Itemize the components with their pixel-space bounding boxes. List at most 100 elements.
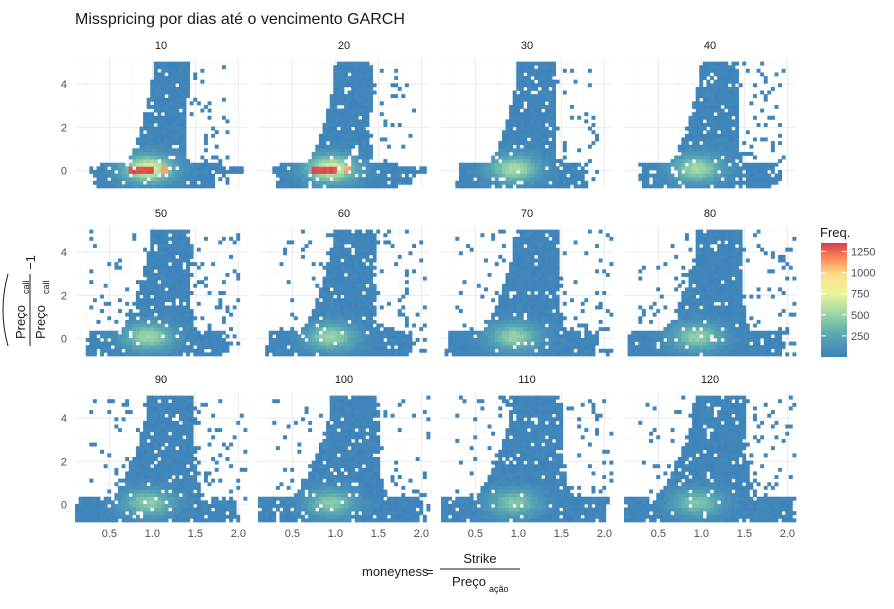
heat-bin bbox=[534, 327, 538, 331]
heat-bin bbox=[516, 305, 520, 309]
heat-bin bbox=[89, 269, 93, 273]
heat-bin bbox=[333, 298, 337, 302]
heat-bin bbox=[143, 184, 147, 188]
heat-bin bbox=[477, 177, 481, 181]
heat-bin bbox=[559, 159, 563, 163]
heat-bin bbox=[161, 65, 165, 69]
heat-bin bbox=[168, 352, 172, 356]
heat-bin bbox=[498, 331, 502, 335]
heat-bin bbox=[172, 255, 176, 259]
heat-bin bbox=[484, 331, 488, 335]
heat-bin bbox=[100, 352, 104, 356]
heat-bin bbox=[534, 334, 538, 338]
heat-bin bbox=[706, 345, 710, 349]
heat-bin bbox=[179, 320, 183, 324]
heat-bin bbox=[337, 237, 341, 241]
heat-bin bbox=[595, 334, 599, 338]
heat-bin bbox=[667, 181, 671, 185]
y-tick-label: 0 bbox=[61, 166, 67, 178]
heat-bin bbox=[154, 166, 158, 170]
heat-bin bbox=[599, 302, 603, 306]
heat-bin bbox=[326, 331, 330, 335]
heat-bin bbox=[157, 309, 161, 313]
heat-bin bbox=[660, 349, 664, 353]
heat-bin bbox=[502, 287, 506, 291]
heat-bin bbox=[760, 349, 764, 353]
heat-bin bbox=[646, 184, 650, 188]
heat-bin bbox=[746, 130, 750, 134]
heat-bin bbox=[563, 345, 567, 349]
heat-bin bbox=[89, 338, 93, 342]
heat-bin bbox=[488, 324, 492, 328]
heat-bin bbox=[355, 130, 359, 134]
heat-bin bbox=[175, 313, 179, 317]
heat-bin bbox=[531, 166, 535, 170]
heat-bin bbox=[595, 291, 599, 295]
heat-bin bbox=[717, 137, 721, 141]
heat-bin bbox=[150, 163, 154, 167]
heat-bin bbox=[323, 148, 327, 152]
heat-bin bbox=[577, 331, 581, 335]
heat-bin bbox=[531, 62, 535, 66]
heat-bin bbox=[473, 184, 477, 188]
heat-bin bbox=[538, 83, 542, 87]
heat-bin bbox=[362, 233, 366, 237]
heat-bin bbox=[520, 62, 524, 66]
heat-bin bbox=[559, 349, 563, 353]
heat-bin bbox=[631, 342, 635, 346]
heat-bin bbox=[764, 80, 768, 84]
heat-bin bbox=[208, 116, 212, 120]
heat-bin bbox=[305, 349, 309, 353]
heat-bin bbox=[534, 240, 538, 244]
heat-bin bbox=[538, 324, 542, 328]
heat-bin bbox=[337, 284, 341, 288]
heat-bin bbox=[488, 327, 492, 331]
heat-bin bbox=[183, 80, 187, 84]
heat-bin bbox=[111, 174, 115, 178]
heat-bin bbox=[484, 166, 488, 170]
heat-bin bbox=[147, 269, 151, 273]
heat-bin bbox=[495, 152, 499, 156]
heat-bin bbox=[757, 174, 761, 178]
heat-bin bbox=[498, 352, 502, 356]
heat-bin bbox=[337, 91, 341, 95]
heat-bin bbox=[563, 342, 567, 346]
heat-bin bbox=[732, 109, 736, 113]
heat-bin bbox=[330, 291, 334, 295]
heat-bin bbox=[552, 291, 556, 295]
heat-bin bbox=[337, 159, 341, 163]
heat-bin bbox=[157, 137, 161, 141]
heat-bin bbox=[122, 338, 126, 342]
heat-bin bbox=[491, 174, 495, 178]
heat-bin bbox=[638, 349, 642, 353]
heat-bin bbox=[570, 334, 574, 338]
heat-bin bbox=[559, 327, 563, 331]
heat-bin bbox=[513, 177, 517, 181]
heat-bin bbox=[172, 98, 176, 102]
heat-bin bbox=[531, 313, 535, 317]
heat-bin bbox=[631, 345, 635, 349]
heat-bin bbox=[409, 349, 413, 353]
heat-bin bbox=[366, 291, 370, 295]
heat-bin bbox=[168, 266, 172, 270]
heat-bin bbox=[348, 123, 352, 127]
heat-bin bbox=[330, 116, 334, 120]
heat-bin bbox=[265, 349, 269, 353]
heat-bin bbox=[545, 331, 549, 335]
heat-bin bbox=[581, 345, 585, 349]
heat-bin bbox=[710, 65, 714, 69]
heat-bin bbox=[132, 302, 136, 306]
heat-bin bbox=[358, 251, 362, 255]
heat-bin bbox=[319, 152, 323, 156]
heat-bin bbox=[355, 349, 359, 353]
heat-bin bbox=[179, 262, 183, 266]
heat-bin bbox=[739, 342, 743, 346]
heat-bin bbox=[86, 352, 90, 356]
heat-bin bbox=[455, 331, 459, 335]
heat-bin bbox=[337, 302, 341, 306]
heat-bin bbox=[696, 156, 700, 160]
heat-bin bbox=[549, 255, 553, 259]
heat-bin bbox=[344, 94, 348, 98]
heat-bin bbox=[545, 280, 549, 284]
heat-bin bbox=[549, 112, 553, 116]
